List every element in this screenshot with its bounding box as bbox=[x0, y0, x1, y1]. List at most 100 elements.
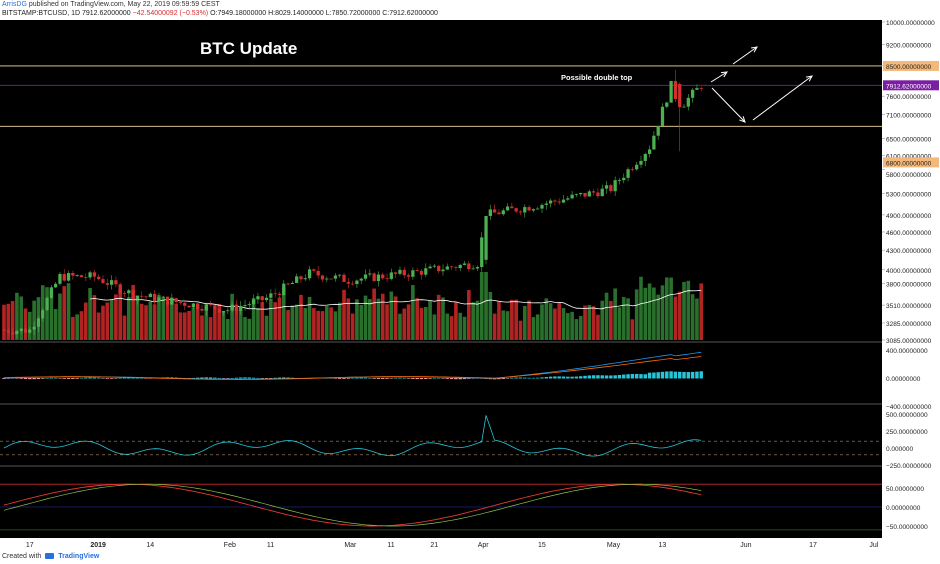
arrow-head bbox=[720, 71, 728, 78]
volume-bar bbox=[690, 294, 695, 340]
chart-canvas[interactable]: 10000.00000000 9200.00000000 8500.00000000… bbox=[0, 20, 940, 550]
candle-body bbox=[449, 266, 454, 268]
volume-bar bbox=[269, 298, 273, 340]
volume-bar bbox=[497, 301, 501, 340]
candle-body bbox=[118, 284, 122, 294]
macd-hist-bar bbox=[445, 378, 450, 379]
macd-hist-bar bbox=[221, 378, 226, 379]
brand-link[interactable]: TradingView bbox=[58, 553, 100, 560]
macd-hist-bar bbox=[363, 377, 368, 379]
volume-bar bbox=[501, 310, 506, 340]
macd-hist-bar bbox=[579, 376, 583, 379]
candle-body bbox=[579, 192, 583, 195]
volume-bar bbox=[178, 312, 183, 340]
candle-body bbox=[84, 277, 88, 278]
volume-bar bbox=[329, 307, 333, 340]
candle-body bbox=[441, 269, 445, 272]
chart-header: ArrisDG published on TradingView.com, Ma… bbox=[0, 0, 940, 20]
volume-bar bbox=[677, 291, 682, 340]
arrow-head bbox=[806, 75, 813, 82]
volume-bar bbox=[613, 288, 617, 340]
macd-hist-bar bbox=[88, 377, 92, 379]
volume-bar bbox=[337, 302, 342, 340]
candle-body bbox=[230, 304, 234, 311]
projection-arrows bbox=[710, 46, 813, 123]
volume-bar bbox=[225, 319, 230, 340]
macd-hist-bar bbox=[583, 375, 587, 379]
stoch-scale-label: 0.00000000 bbox=[886, 505, 921, 512]
volume-bar bbox=[578, 315, 583, 340]
macd-hist-bar bbox=[195, 377, 200, 379]
candle-body bbox=[561, 199, 566, 203]
volume-bar bbox=[19, 296, 24, 340]
volume-bar bbox=[393, 296, 398, 340]
candle-body bbox=[260, 296, 264, 301]
cci-scale-label: 0.000000 bbox=[886, 446, 913, 453]
price-label: 5800.00000000 bbox=[886, 172, 932, 179]
macd-hist-bar bbox=[596, 375, 600, 379]
candle-body bbox=[647, 149, 652, 154]
volume-bar bbox=[290, 305, 295, 340]
candle-body bbox=[277, 293, 282, 296]
price-label: 6100.00000000 bbox=[886, 154, 932, 161]
macd-hist-bar bbox=[49, 377, 54, 379]
price-label: 6500.00000000 bbox=[886, 136, 932, 143]
candle-body bbox=[428, 266, 432, 269]
volume-bar bbox=[277, 297, 282, 340]
candle-body bbox=[553, 200, 557, 202]
volume-bar bbox=[281, 287, 286, 340]
volume-bar bbox=[109, 299, 114, 340]
volume-bar bbox=[299, 294, 303, 340]
author-link[interactable]: ArrisDG bbox=[2, 1, 27, 8]
candle-body bbox=[462, 263, 467, 265]
macd-hist-bar bbox=[346, 378, 351, 379]
macd-hist-bar bbox=[587, 375, 592, 379]
macd-hist-bar bbox=[643, 374, 648, 379]
volume-bar bbox=[174, 303, 178, 340]
volume-bar bbox=[131, 284, 135, 340]
candle-body bbox=[609, 185, 613, 192]
macd-hist-bar bbox=[531, 377, 536, 379]
macd-hist-bar bbox=[665, 371, 669, 379]
time-label: Jul bbox=[869, 542, 878, 549]
candle-body bbox=[234, 304, 239, 311]
candle-body bbox=[678, 84, 682, 108]
candle-body bbox=[329, 278, 333, 280]
volume-bar bbox=[699, 283, 704, 340]
volume-bar bbox=[630, 319, 635, 340]
macd-hist-bar bbox=[247, 377, 252, 379]
candle-body bbox=[411, 270, 415, 277]
low-value: L:7850.72000000 bbox=[325, 10, 381, 17]
macd-hist-bar bbox=[45, 377, 49, 379]
candle-body bbox=[406, 275, 411, 277]
candle-body bbox=[669, 81, 673, 103]
volume-bar bbox=[368, 299, 372, 340]
macd-hist-bar bbox=[458, 378, 462, 380]
cci-pane: 500.00000000 250.00000000 0.000000 −250.000… bbox=[0, 412, 932, 470]
volume-bar bbox=[10, 301, 15, 340]
candle-body bbox=[32, 326, 36, 330]
candle-body bbox=[493, 209, 497, 213]
volume-bar bbox=[454, 302, 458, 340]
macd-hist-bar bbox=[131, 377, 135, 379]
volume-bar bbox=[510, 299, 514, 340]
volume-bar bbox=[561, 308, 566, 340]
volume-bar bbox=[230, 293, 234, 340]
candle-body bbox=[690, 89, 695, 98]
candle-body bbox=[454, 267, 458, 269]
volume-bar bbox=[303, 308, 308, 340]
macd-hist-bar bbox=[269, 378, 273, 379]
candle-body bbox=[303, 278, 307, 280]
annotation-text: Possible double top bbox=[561, 73, 633, 82]
macd-hist-bar bbox=[441, 378, 445, 379]
candle-body bbox=[183, 302, 187, 306]
macd-hist-bar bbox=[376, 378, 381, 379]
volume-bar bbox=[626, 298, 630, 340]
price-label: 7100.00000000 bbox=[886, 113, 932, 120]
macd-hist-bar bbox=[682, 371, 686, 379]
macd-hist-bar bbox=[350, 377, 355, 379]
candle-body bbox=[187, 305, 191, 308]
macd-hist-bar bbox=[10, 378, 15, 379]
candle-body bbox=[566, 198, 570, 200]
volume-bar bbox=[66, 283, 71, 340]
